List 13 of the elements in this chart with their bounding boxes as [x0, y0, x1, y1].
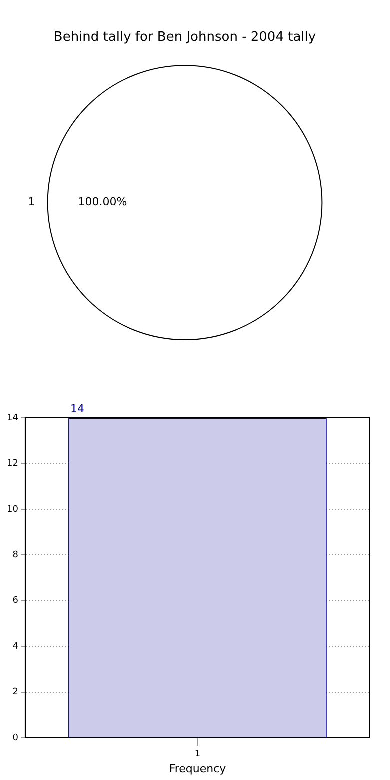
y-tick-label: 14 [7, 413, 19, 424]
y-tick-label: 12 [7, 459, 18, 470]
data-label: 14 [70, 402, 85, 416]
data-label: 100.00% [78, 196, 128, 209]
y-tick-label: 2 [12, 688, 18, 698]
y-tick-label: 4 [12, 642, 19, 652]
y-tick-label: 10 [7, 504, 19, 515]
y-tick-label: 6 [12, 596, 19, 606]
y-tick-label: 0 [12, 733, 19, 744]
chart-title: Behind tally for Ben Johnson - 2004 tally [54, 30, 316, 46]
slice-label: 1 [28, 196, 36, 209]
y-tick-label: 8 [12, 550, 19, 560]
x-axis-title: Frequency [169, 762, 227, 776]
